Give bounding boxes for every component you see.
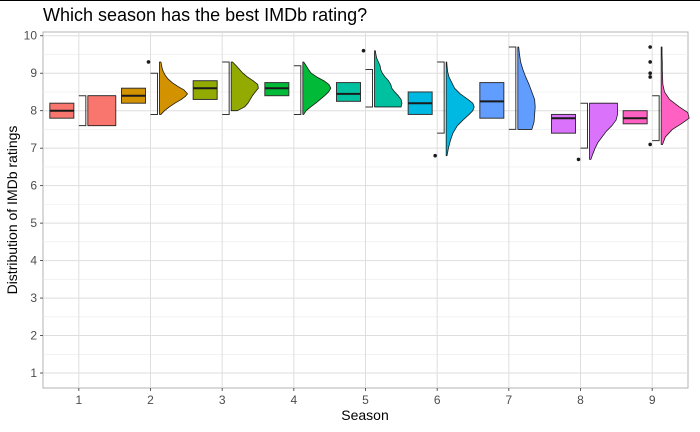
outlier-point — [648, 60, 652, 64]
season-6-group — [407, 61, 475, 158]
y-tick-label: 9 — [30, 66, 37, 80]
outlier-point — [433, 153, 437, 158]
x-tick-label: 1 — [75, 393, 82, 407]
season-8-group — [551, 102, 618, 162]
x-tick-labels: 1 2 3 4 5 6 7 8 9 — [75, 388, 656, 407]
density-half-violin — [445, 61, 475, 157]
x-tick-label: 2 — [147, 393, 154, 407]
y-tick-label: 8 — [30, 104, 37, 118]
season-5-group — [336, 48, 403, 108]
whisker-bracket — [293, 65, 302, 115]
top-border — [0, 0, 700, 1]
outlier-point — [648, 45, 652, 49]
outlier-point — [361, 48, 366, 53]
outlier-point — [146, 60, 151, 64]
y-tick-label: 3 — [30, 291, 37, 305]
y-tick-label: 1 — [30, 366, 37, 380]
whisker-bracket — [78, 95, 87, 127]
y-axis-title: Distribution of IMDb ratings — [4, 126, 20, 295]
y-tick-label: 10 — [24, 29, 38, 43]
density-half-violin — [159, 61, 188, 115]
whisker-bracket — [150, 72, 158, 115]
box — [192, 80, 218, 100]
density-half-violin — [517, 46, 536, 130]
x-tick-label: 8 — [577, 393, 584, 407]
x-tick-label: 5 — [362, 393, 369, 407]
box — [336, 82, 361, 102]
x-tick-label: 7 — [505, 393, 512, 407]
season-7-group — [479, 46, 536, 130]
y-tick-label: 2 — [30, 329, 37, 343]
density-half-violin — [230, 61, 259, 112]
whisker-bracket — [365, 68, 373, 108]
whisker-bracket — [222, 61, 230, 115]
density-half-violin — [374, 50, 403, 108]
whisker-bracket — [437, 61, 445, 134]
y-tick-label: 6 — [30, 179, 37, 193]
y-tick-labels: 1 2 3 4 5 6 7 8 9 10 — [24, 29, 43, 380]
y-tick-label: 7 — [30, 141, 37, 155]
y-tick-label: 5 — [30, 216, 37, 230]
outlier-point — [576, 157, 581, 162]
marks — [49, 45, 690, 162]
x-tick-label: 4 — [290, 393, 297, 407]
x-tick-label: 6 — [434, 393, 441, 407]
whisker-bracket — [652, 95, 660, 142]
season-4-group — [264, 61, 332, 115]
whisker-bracket — [580, 102, 588, 149]
season-3-group — [192, 61, 259, 115]
density-half-violin — [660, 46, 690, 145]
y-tick-label: 4 — [30, 254, 37, 268]
grid — [43, 32, 688, 388]
outlier-point — [648, 142, 652, 147]
chart-title: Which season has the best IMDb rating? — [43, 5, 368, 25]
density-half-violin — [87, 95, 117, 127]
whisker-bracket — [508, 46, 517, 130]
season-9-group — [622, 45, 690, 147]
x-axis-title: Season — [341, 407, 388, 423]
x-tick-label: 3 — [219, 393, 226, 407]
density-half-violin — [589, 102, 618, 160]
outlier-point — [648, 71, 652, 76]
x-tick-label: 9 — [649, 393, 656, 407]
outlier-point — [648, 75, 652, 79]
season-2-group — [121, 60, 188, 115]
season-1-group — [49, 95, 117, 127]
density-half-violin — [302, 61, 332, 115]
